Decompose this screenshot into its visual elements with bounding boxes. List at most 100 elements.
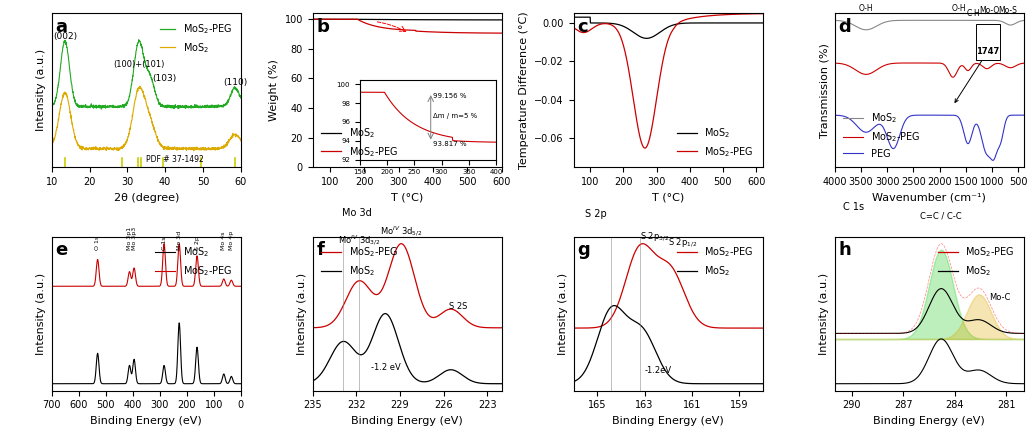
- Text: c: c: [577, 18, 588, 36]
- Line: MoS$_2$-PEG: MoS$_2$-PEG: [52, 244, 241, 286]
- Y-axis label: Intensity (a.u.): Intensity (a.u.): [819, 273, 829, 355]
- MoS$_2$: [495, 17, 508, 23]
- PEG: [1017, 112, 1030, 118]
- Y-axis label: Transmission (%): Transmission (%): [819, 43, 829, 138]
- MoS$_2$: [640, 36, 652, 41]
- Text: S 2p$_{1/2}$: S 2p$_{1/2}$: [668, 236, 698, 249]
- Text: Mo 4p: Mo 4p: [229, 231, 234, 250]
- Legend: MoS$_2$-PEG, MoS$_2$: MoS$_2$-PEG, MoS$_2$: [673, 242, 758, 282]
- Line: MoS$_2$-PEG: MoS$_2$-PEG: [312, 19, 501, 33]
- MoS$_2$-PEG: [905, 60, 917, 66]
- PEG: [979, 150, 992, 155]
- PEG: [976, 138, 989, 143]
- MoS$_2$-PEG: [682, 16, 695, 21]
- MoS$_2$-PEG: [235, 284, 247, 289]
- MoS$_2$: [757, 20, 769, 26]
- Text: -1.2eV: -1.2eV: [644, 365, 672, 375]
- X-axis label: Binding Energy (eV): Binding Energy (eV): [90, 416, 202, 426]
- Text: (100)+(101): (100)+(101): [113, 60, 164, 69]
- MoS$_2$-PEG: [1017, 60, 1030, 66]
- MoS$_2$: [427, 17, 439, 23]
- X-axis label: 2θ (degree): 2θ (degree): [114, 193, 179, 202]
- Text: Mo 4s: Mo 4s: [221, 232, 226, 250]
- MoS$_2$: [196, 381, 209, 386]
- Text: Mo$^{IV}$ 3d$_{3/2}$: Mo$^{IV}$ 3d$_{3/2}$: [338, 234, 381, 248]
- MoS$_2$-PEG: [318, 16, 331, 22]
- MoS$_2$-PEG: [450, 30, 462, 35]
- Line: MoS$_2$: MoS$_2$: [834, 20, 1024, 30]
- MoS$_2$: [306, 16, 318, 22]
- Text: Mo-S: Mo-S: [999, 6, 1017, 15]
- MoS$_2$-PEG: [427, 29, 439, 35]
- MoS$_2$: [677, 20, 690, 26]
- MoS$_2$-PEG: [193, 277, 206, 282]
- MoS$_2$: [193, 373, 206, 378]
- Text: Mo$^{IV}$ 3d$_{5/2}$: Mo$^{IV}$ 3d$_{5/2}$: [381, 224, 423, 238]
- Text: h: h: [839, 241, 851, 259]
- Text: Mo 3p3: Mo 3p3: [131, 227, 136, 250]
- Text: f: f: [316, 241, 325, 259]
- Text: S 2S: S 2S: [449, 302, 467, 311]
- Line: PEG: PEG: [834, 115, 1024, 160]
- PEG: [848, 120, 860, 125]
- MoS$_2$: [122, 370, 134, 375]
- Line: MoS$_2$: MoS$_2$: [574, 17, 763, 38]
- Text: S 2p: S 2p: [194, 237, 200, 250]
- MoS$_2$-PEG: [848, 66, 860, 71]
- MoS$_2$-PEG: [122, 274, 134, 280]
- X-axis label: T (°C): T (°C): [391, 193, 423, 202]
- MoS$_2$-PEG: [757, 11, 769, 16]
- Text: S 2p: S 2p: [585, 209, 607, 219]
- PEG: [932, 112, 944, 118]
- MoS$_2$: [417, 17, 429, 22]
- Text: (110): (110): [223, 78, 247, 87]
- Line: MoS$_2$: MoS$_2$: [312, 19, 501, 20]
- Text: S 2p$_{3/2}$: S 2p$_{3/2}$: [640, 230, 669, 243]
- Legend: MoS$_2$-PEG, MoS$_2$: MoS$_2$-PEG, MoS$_2$: [156, 18, 236, 59]
- Line: MoS$_2$-PEG: MoS$_2$-PEG: [574, 14, 763, 148]
- Text: O-H: O-H: [951, 4, 966, 13]
- Y-axis label: Intensity (a.u.): Intensity (a.u.): [36, 49, 47, 131]
- MoS$_2$: [730, 20, 742, 26]
- X-axis label: Binding Energy (eV): Binding Energy (eV): [874, 416, 985, 426]
- MoS$_2$-PEG: [921, 60, 934, 66]
- Text: b: b: [316, 18, 329, 36]
- Y-axis label: Weight (%): Weight (%): [269, 59, 279, 121]
- MoS$_2$: [579, 15, 591, 20]
- MoS$_2$: [912, 18, 924, 23]
- Text: -1.2 eV: -1.2 eV: [371, 363, 400, 372]
- Text: C-H: C-H: [967, 8, 980, 18]
- MoS$_2$: [176, 371, 188, 376]
- PEG: [959, 133, 971, 139]
- MoS$_2$-PEG: [129, 269, 142, 274]
- MoS$_2$-PEG: [158, 241, 171, 246]
- MoS$_2$-PEG: [579, 30, 591, 35]
- MoS$_2$: [65, 381, 78, 386]
- X-axis label: Wavenumber (cm⁻¹): Wavenumber (cm⁻¹): [872, 193, 986, 202]
- MoS$_2$: [860, 27, 873, 32]
- Text: e: e: [56, 241, 68, 259]
- MoS$_2$: [173, 320, 185, 325]
- Y-axis label: Intensity (a.u.): Intensity (a.u.): [36, 273, 47, 355]
- X-axis label: Binding Energy (eV): Binding Energy (eV): [352, 416, 463, 426]
- Legend: MoS$_2$-PEG, MoS$_2$: MoS$_2$-PEG, MoS$_2$: [317, 242, 402, 282]
- MoS$_2$: [568, 15, 580, 20]
- MoS$_2$-PEG: [417, 29, 429, 34]
- Legend: MoS$_2$-PEG, MoS$_2$: MoS$_2$-PEG, MoS$_2$: [935, 242, 1018, 282]
- Y-axis label: Intensity (a.u.): Intensity (a.u.): [558, 273, 568, 355]
- MoS$_2$-PEG: [828, 60, 841, 66]
- MoS$_2$-PEG: [912, 60, 924, 66]
- Y-axis label: Intensity (a.u.): Intensity (a.u.): [297, 273, 307, 355]
- Text: (103): (103): [152, 75, 176, 83]
- Text: a: a: [56, 18, 67, 36]
- MoS$_2$-PEG: [65, 284, 78, 289]
- MoS$_2$-PEG: [976, 63, 989, 69]
- Text: Mo-C: Mo-C: [990, 293, 1010, 302]
- Legend: MoS$_2$, MoS$_2$-PEG, PEG: MoS$_2$, MoS$_2$-PEG, PEG: [840, 107, 924, 163]
- Text: g: g: [577, 241, 590, 259]
- MoS$_2$-PEG: [196, 284, 209, 289]
- Line: MoS$_2$-PEG: MoS$_2$-PEG: [834, 63, 1024, 77]
- X-axis label: Binding Energy (eV): Binding Energy (eV): [612, 416, 724, 426]
- MoS$_2$-PEG: [711, 12, 724, 18]
- Line: MoS$_2$: MoS$_2$: [52, 323, 241, 384]
